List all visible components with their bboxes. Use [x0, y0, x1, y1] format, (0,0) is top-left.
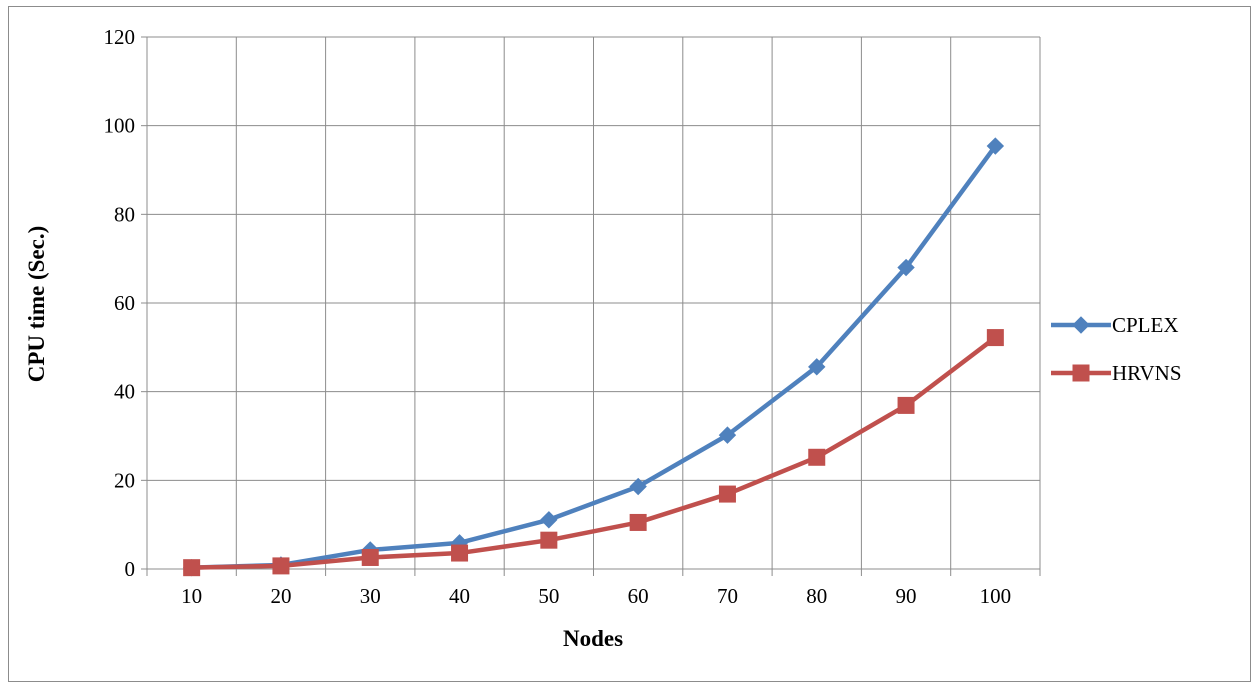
cplex-point: [718, 426, 737, 444]
hrvns-point: [629, 513, 647, 531]
hrvns-point: [808, 448, 826, 466]
y-tick-label: 100: [104, 114, 136, 138]
x-tick-label: 30: [360, 584, 381, 608]
cplex-point: [629, 477, 647, 496]
cplex-point: [986, 137, 1005, 155]
legend: CPLEX HRVNS: [1051, 313, 1182, 385]
x-tick-label: 40: [449, 584, 470, 608]
legend-marker-hrvns: [1072, 364, 1090, 382]
axes: 0 20 40 60 80 100 120 10 20 30 40 50 60 70 80 90 100: [104, 25, 1041, 608]
hrvns-point: [718, 485, 736, 503]
x-tick-label: 60: [628, 584, 649, 608]
x-tick-label: 70: [717, 584, 738, 608]
hrvns-point: [183, 559, 201, 577]
y-tick-label: 60: [114, 291, 135, 315]
hrvns-point: [451, 544, 469, 562]
legend-label-cplex: CPLEX: [1112, 313, 1179, 337]
y-axis-title: CPU time (Sec.): [24, 226, 49, 382]
legend-entry-hrvns: HRVNS: [1051, 361, 1182, 385]
x-tick-label: 80: [806, 584, 827, 608]
cplex-point: [540, 511, 558, 529]
grid: [146, 36, 1041, 570]
x-tick-label: 50: [538, 584, 559, 608]
hrvns-point: [361, 548, 379, 566]
legend-label-hrvns: HRVNS: [1112, 361, 1182, 385]
series-line-hrvns: [191, 335, 997, 570]
series-hrvns: [183, 329, 1004, 577]
hrvns-point: [272, 557, 290, 575]
x-tick-label: 20: [270, 584, 291, 608]
x-tick-label: 10: [181, 584, 202, 608]
y-tick-label: 0: [125, 557, 136, 581]
cplex-point: [808, 358, 826, 376]
hrvns-point: [897, 396, 915, 414]
legend-entry-cplex: CPLEX: [1051, 313, 1179, 337]
series-layer: [182, 137, 1005, 577]
x-tick-label: 100: [980, 584, 1012, 608]
y-tick-label: 80: [114, 202, 135, 226]
x-tick-label: 90: [896, 584, 917, 608]
x-axis-title: Nodes: [563, 626, 623, 651]
y-tick-label: 40: [114, 380, 135, 404]
legend-marker-cplex: [1072, 316, 1090, 334]
hrvns-point: [540, 531, 558, 549]
hrvns-point: [986, 329, 1004, 347]
series-line-cplex: [191, 144, 998, 570]
y-tick-label: 120: [104, 25, 136, 49]
y-tick-label: 20: [114, 468, 135, 492]
cplex-point: [897, 258, 915, 277]
